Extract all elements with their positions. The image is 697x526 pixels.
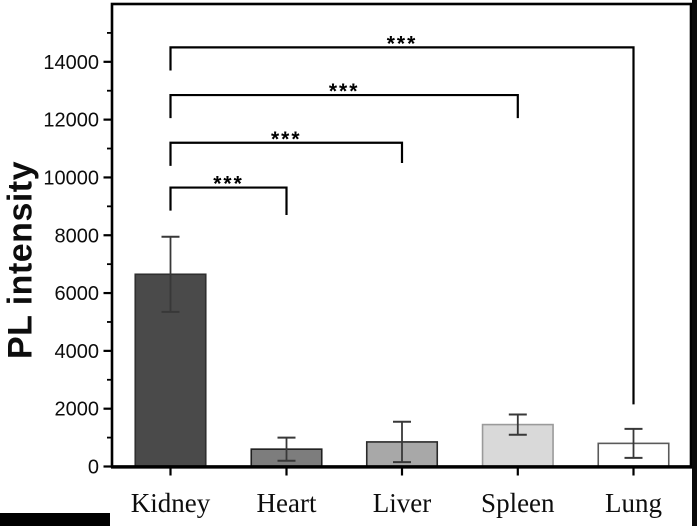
x-tick-label-spleen: Spleen — [481, 488, 555, 518]
x-tick-label-heart: Heart — [257, 488, 317, 518]
image-right-border — [692, 0, 697, 526]
y-tick-label-8000: 8000 — [55, 225, 100, 247]
significance-bracket-kidney-liver-label: *** — [271, 128, 302, 151]
y-tick-label-6000: 6000 — [55, 283, 100, 305]
significance-bracket-kidney-spleen-label: *** — [329, 80, 360, 103]
y-tick-label-14000: 14000 — [43, 52, 99, 74]
significance-bracket-kidney-spleen — [169, 93, 519, 119]
significance-bracket-kidney-lung — [169, 46, 635, 405]
y-tick-label-0: 0 — [88, 457, 99, 479]
significance-bracket-kidney-liver — [169, 141, 404, 166]
significance-bracket-kidney-heart — [169, 186, 288, 216]
significance-bracket-kidney-heart-label: *** — [213, 173, 244, 196]
x-tick-label-liver: Liver — [373, 488, 431, 518]
significance-bracket-kidney-lung-label: *** — [387, 32, 418, 55]
y-tick-label-12000: 12000 — [43, 110, 99, 132]
y-tick-label-2000: 2000 — [55, 399, 100, 421]
y-tick-label-4000: 4000 — [55, 341, 100, 363]
x-tick-label-lung: Lung — [605, 488, 662, 518]
x-tick-label-kidney: Kidney — [131, 488, 211, 518]
cropped-artifact-bar — [0, 513, 110, 526]
y-tick-label-10000: 10000 — [43, 167, 99, 189]
